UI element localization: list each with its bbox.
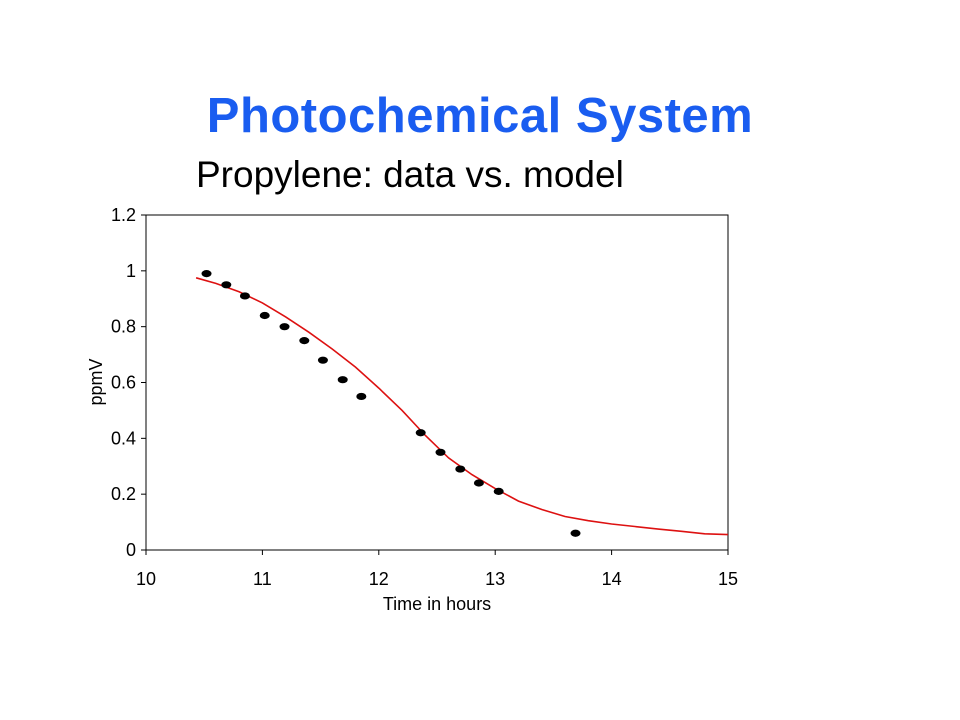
model-curve [195, 277, 729, 536]
y-tick-label: 0 [126, 540, 136, 560]
data-point [259, 311, 270, 320]
data-point [435, 448, 446, 456]
y-tick-label: 0.2 [111, 484, 136, 504]
data-point [415, 429, 426, 437]
x-tick-label: 14 [602, 569, 622, 589]
y-tick-label: 0.8 [111, 317, 136, 337]
y-tick-label: 0.6 [111, 373, 136, 393]
data-point [299, 337, 310, 345]
slide-title: Photochemical System [206, 89, 754, 143]
data-point [317, 356, 328, 364]
data-point [239, 292, 250, 300]
y-tick-label: 1.2 [111, 205, 136, 225]
y-tick-label: 1 [126, 261, 136, 281]
y-axis-ticks: 0 0.2 0.4 0.6 0.8 1 1.2 [111, 205, 146, 560]
data-point [473, 479, 484, 487]
x-tick-label: 13 [485, 569, 505, 589]
x-tick-label: 10 [136, 569, 156, 589]
data-point [493, 487, 504, 495]
data-point [201, 270, 212, 278]
data-point [221, 281, 232, 289]
data-point [279, 323, 290, 331]
x-axis-label: Time in hours [383, 594, 491, 614]
plot-area [145, 214, 729, 551]
chart-title: Propylene: data vs. model [196, 154, 624, 195]
y-axis-label: ppmV [86, 358, 106, 405]
x-axis-ticks: 10 11 12 13 14 15 [136, 550, 738, 589]
data-point [455, 465, 466, 473]
x-tick-label: 15 [718, 569, 738, 589]
x-tick-label: 12 [369, 569, 389, 589]
data-point [337, 376, 348, 384]
data-point [356, 392, 367, 401]
series-layer [195, 270, 729, 537]
x-tick-label: 11 [253, 569, 272, 589]
y-tick-label: 0.4 [111, 428, 136, 448]
data-point [570, 529, 581, 537]
